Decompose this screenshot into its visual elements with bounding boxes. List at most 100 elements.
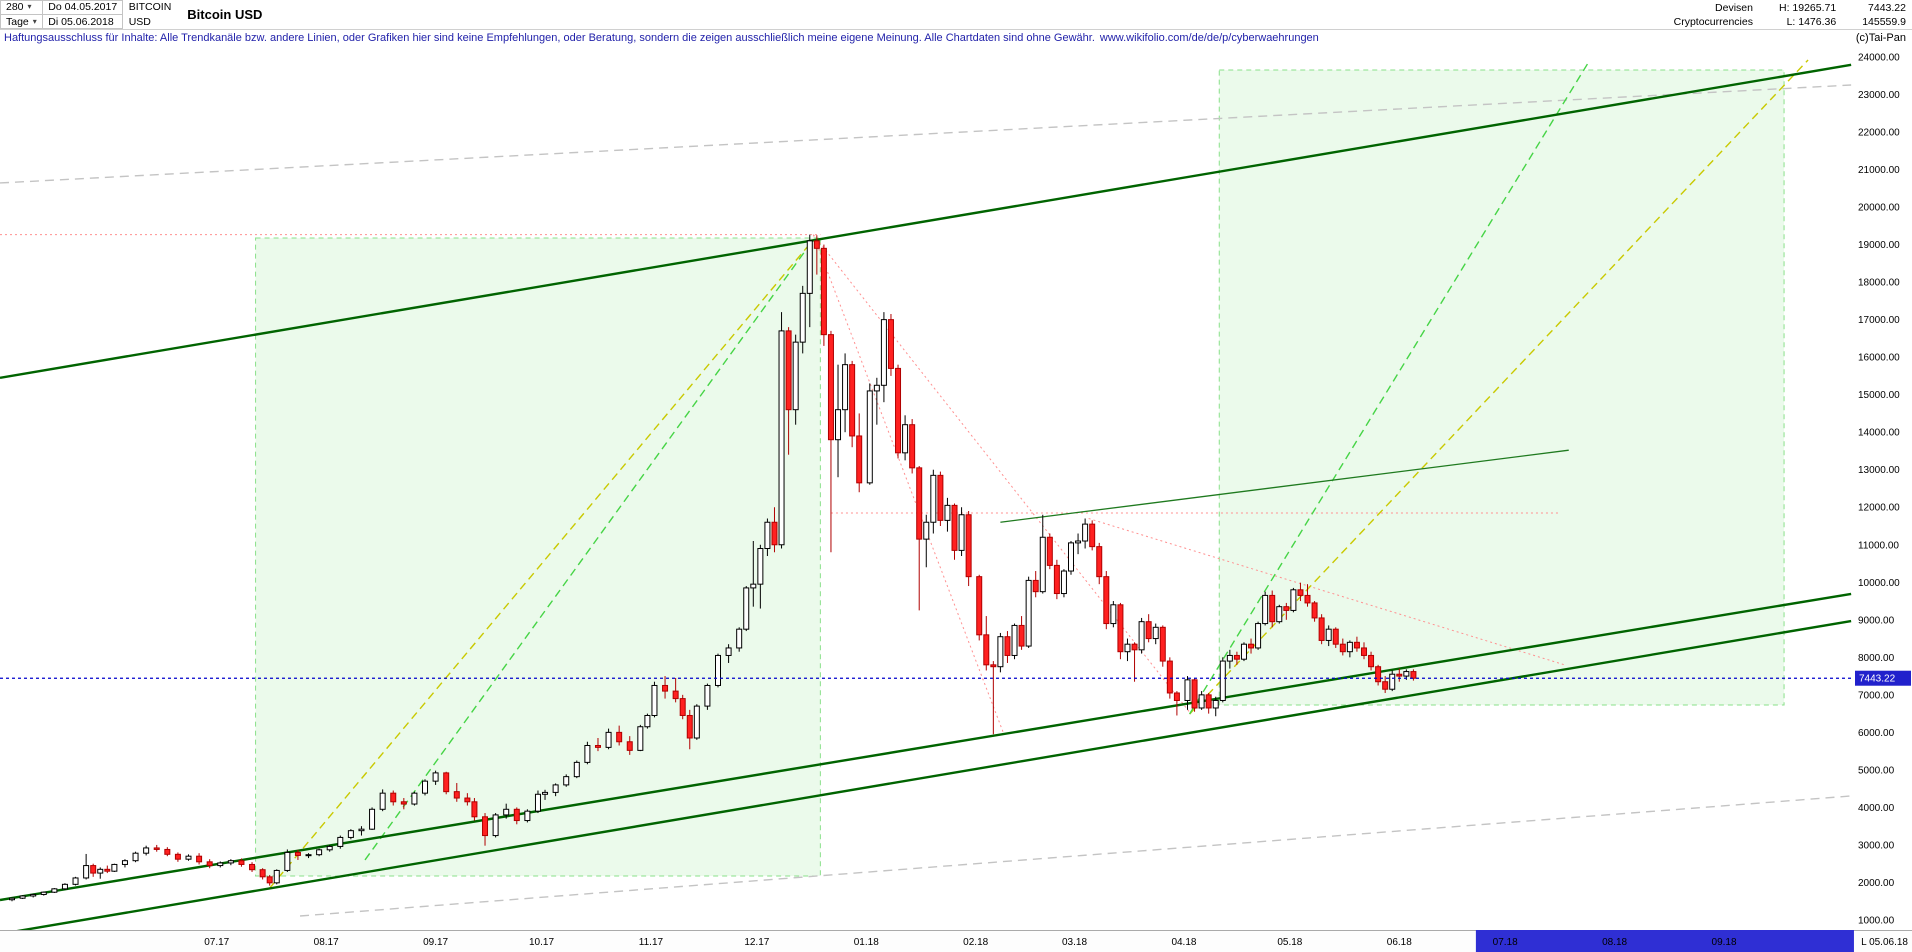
candle[interactable] xyxy=(358,826,365,836)
candle[interactable] xyxy=(9,897,15,902)
candle[interactable] xyxy=(1068,541,1074,575)
candle[interactable] xyxy=(503,803,510,819)
candle[interactable] xyxy=(849,360,856,448)
candle[interactable] xyxy=(1311,601,1318,622)
candle[interactable] xyxy=(1159,625,1166,667)
candle[interactable] xyxy=(72,876,79,886)
candle[interactable] xyxy=(827,330,834,553)
candle[interactable] xyxy=(573,760,580,779)
candle[interactable] xyxy=(990,661,997,735)
candle[interactable] xyxy=(693,704,700,740)
candle[interactable] xyxy=(1131,642,1138,682)
candle[interactable] xyxy=(284,849,291,872)
candle[interactable] xyxy=(1124,638,1131,662)
candle[interactable] xyxy=(820,244,827,346)
candle[interactable] xyxy=(1346,640,1353,658)
candle[interactable] xyxy=(266,874,273,886)
price-chart[interactable]: 1000.00 2000.00 3000.00 4000.00 5000.00 6000.… xyxy=(0,46,1912,952)
candle[interactable] xyxy=(715,653,721,688)
candle[interactable] xyxy=(1110,601,1117,628)
candle[interactable] xyxy=(1138,617,1145,654)
candle[interactable] xyxy=(534,790,541,814)
candle[interactable] xyxy=(785,327,792,455)
candle[interactable] xyxy=(644,713,651,729)
candle[interactable] xyxy=(1060,569,1067,598)
candle[interactable] xyxy=(1166,657,1173,699)
candle[interactable] xyxy=(513,807,520,825)
candle[interactable] xyxy=(40,891,47,896)
candle[interactable] xyxy=(958,507,965,557)
candle[interactable] xyxy=(1025,576,1032,648)
candle[interactable] xyxy=(347,829,354,840)
candle[interactable] xyxy=(1304,584,1311,607)
candle[interactable] xyxy=(1103,571,1110,630)
candle[interactable] xyxy=(813,235,820,275)
candle[interactable] xyxy=(1325,625,1332,647)
candle[interactable] xyxy=(111,863,118,872)
candle[interactable] xyxy=(916,465,923,611)
date-to-field[interactable]: Di 05.06.2018 xyxy=(42,14,124,29)
candle[interactable] xyxy=(965,510,972,587)
candle[interactable] xyxy=(651,681,658,718)
candle[interactable] xyxy=(83,853,90,880)
candle[interactable] xyxy=(1145,614,1152,643)
candle[interactable] xyxy=(217,861,224,868)
candle[interactable] xyxy=(1318,614,1325,645)
candle[interactable] xyxy=(326,844,333,852)
candle[interactable] xyxy=(1233,651,1240,665)
candle[interactable] xyxy=(792,334,799,425)
candle[interactable] xyxy=(736,627,743,652)
candle[interactable] xyxy=(273,869,280,885)
candle[interactable] xyxy=(196,853,203,865)
candle[interactable] xyxy=(259,868,266,880)
candle[interactable] xyxy=(51,888,58,893)
candle[interactable] xyxy=(923,514,930,568)
candle[interactable] xyxy=(1255,621,1262,650)
candle[interactable] xyxy=(976,574,983,641)
candle[interactable] xyxy=(1198,691,1205,710)
candle[interactable] xyxy=(1276,604,1283,624)
candle[interactable] xyxy=(764,518,771,557)
candle[interactable] xyxy=(1004,631,1011,663)
candle[interactable] xyxy=(1018,616,1025,650)
candle[interactable] xyxy=(1389,670,1396,692)
candle[interactable] xyxy=(185,854,192,861)
candle[interactable] xyxy=(411,791,418,806)
candle[interactable] xyxy=(1353,636,1360,652)
candle[interactable] xyxy=(1332,627,1339,648)
candle[interactable] xyxy=(464,793,471,806)
candle[interactable] xyxy=(880,312,887,403)
candle[interactable] xyxy=(937,471,944,527)
candle[interactable] xyxy=(902,415,909,461)
candle[interactable] xyxy=(316,848,323,857)
candle[interactable] xyxy=(1075,533,1082,555)
candle[interactable] xyxy=(482,813,489,846)
candle[interactable] xyxy=(1032,571,1039,598)
candle[interactable] xyxy=(542,789,549,800)
candle[interactable] xyxy=(951,503,958,560)
candle[interactable] xyxy=(1283,602,1290,620)
candle[interactable] xyxy=(1173,691,1180,716)
candle[interactable] xyxy=(873,377,880,425)
candle[interactable] xyxy=(164,847,171,857)
candle[interactable] xyxy=(626,736,633,755)
candle[interactable] xyxy=(294,849,301,860)
candle[interactable] xyxy=(97,867,104,879)
candle[interactable] xyxy=(1269,590,1276,628)
candle[interactable] xyxy=(584,741,591,765)
candle[interactable] xyxy=(1082,518,1089,549)
candle[interactable] xyxy=(856,413,863,493)
candle[interactable] xyxy=(1368,651,1375,671)
candle[interactable] xyxy=(997,632,1004,673)
candle[interactable] xyxy=(453,783,460,802)
candle[interactable] xyxy=(1089,520,1096,551)
candle[interactable] xyxy=(132,851,139,863)
candle[interactable] xyxy=(337,835,344,849)
candle[interactable] xyxy=(1205,692,1212,714)
candle[interactable] xyxy=(866,383,873,485)
candle[interactable] xyxy=(471,798,478,821)
candle[interactable] xyxy=(524,809,531,823)
candle[interactable] xyxy=(750,541,757,607)
candle[interactable] xyxy=(552,783,559,797)
candle[interactable] xyxy=(369,807,376,830)
